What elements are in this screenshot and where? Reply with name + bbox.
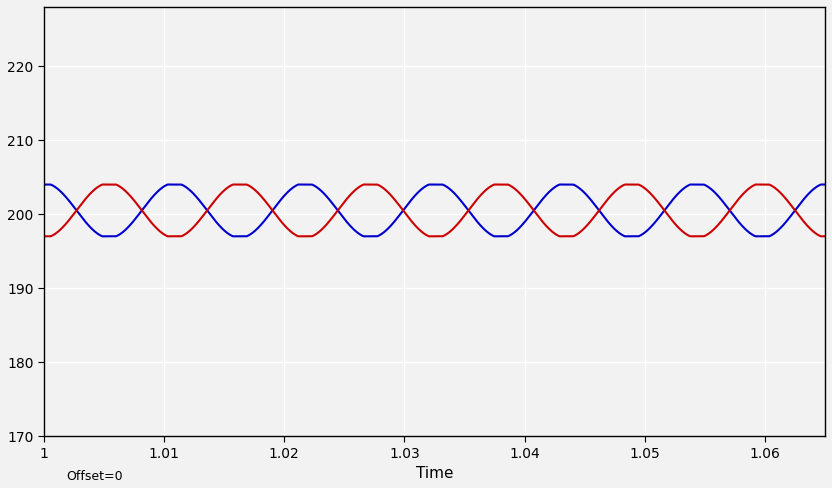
X-axis label: Time: Time <box>416 466 453 481</box>
Text: Offset=0: Offset=0 <box>67 470 123 483</box>
